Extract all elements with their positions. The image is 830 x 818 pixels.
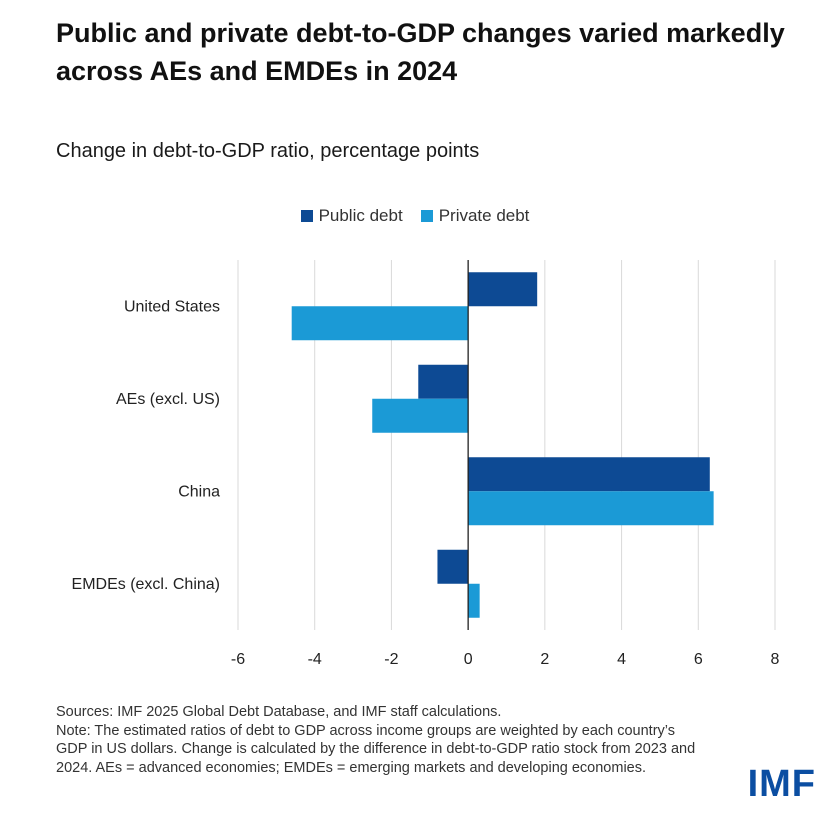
legend-swatch-public-debt [300,210,313,222]
x-tick-label: -2 [384,651,398,668]
chart-notes: Sources: IMF 2025 Global Debt Database, … [56,703,696,777]
bar-public-1 [418,364,469,399]
category-label: AEs (excl. US) [116,391,220,408]
x-tick-label: -4 [308,651,322,668]
bar-public-3 [437,549,469,584]
note-text: Note: The estimated ratios of debt to GD… [56,722,696,776]
bar-private-0 [291,306,469,341]
chart-title: Public and private debt-to-GDP changes v… [56,18,785,86]
legend-label-private-debt: Private debt [438,206,530,225]
x-tick-label: 8 [771,651,780,668]
legend-item-private-debt: Private debt [420,206,530,226]
legend-item-public-debt: Public debt [300,206,403,226]
bar-private-1 [372,398,469,433]
sources-text: Sources: IMF 2025 Global Debt Database, … [56,704,502,720]
x-tick-label: 2 [540,651,549,668]
bar-chart: United States AEs (excl. US) China EMDEs (e… [72,260,780,668]
legend-label-public-debt: Public debt [318,206,403,225]
x-tick-label: 4 [617,651,626,668]
bar-private-2 [468,491,714,526]
category-label: EMDEs (excl. China) [72,576,220,593]
chart-subtitle: Change in debt-to-GDP ratio, percentage … [56,140,480,162]
legend-swatch-private-debt [420,210,433,222]
x-tick-label: -6 [231,651,245,668]
bar-public-0 [468,272,538,307]
x-tick-label: 0 [464,651,473,668]
category-label: China [178,483,220,500]
bar-private-3 [468,583,480,618]
category-label: United States [124,298,220,315]
x-tick-label: 6 [694,651,703,668]
bar-public-2 [468,457,710,492]
imf-logo: IMF [747,763,816,805]
legend: Public debt Private debt [0,206,830,226]
